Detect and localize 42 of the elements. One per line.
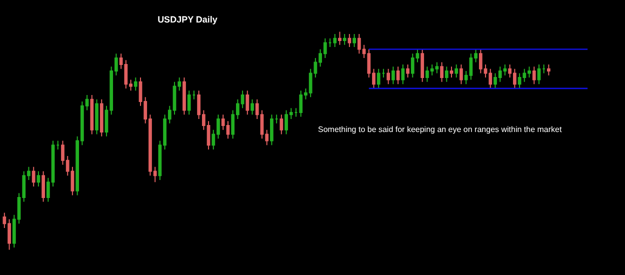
candlestick (450, 66, 454, 78)
candlestick (537, 64, 541, 85)
chart-title: USDJPY Daily (158, 14, 218, 24)
candlestick (342, 33, 346, 46)
candlestick (401, 64, 405, 85)
candlestick (406, 64, 410, 78)
candlestick (420, 48, 424, 82)
candlestick (274, 114, 278, 124)
candlestick (90, 94, 94, 135)
candlestick (547, 64, 550, 76)
candlestick (386, 68, 390, 85)
candlestick (348, 33, 352, 48)
candlestick (294, 108, 298, 118)
candlestick (376, 68, 380, 89)
candlestick (333, 33, 337, 48)
candlestick (134, 77, 138, 92)
candlestick (36, 170, 40, 188)
candlestick (100, 98, 104, 137)
candlestick (532, 66, 536, 85)
candlestick (270, 114, 274, 146)
candlestick (182, 77, 186, 116)
candlestick (396, 66, 400, 85)
candlestick (280, 114, 284, 135)
candlestick (32, 166, 36, 188)
candlestick (444, 66, 448, 82)
candlestick (95, 98, 98, 135)
candlestick (542, 64, 546, 74)
candlestick (250, 98, 254, 116)
candlestick (187, 90, 191, 116)
candlestick (192, 90, 196, 100)
annotation: Something to be said for keeping an eye on ranges within the market (318, 125, 562, 134)
candlestick (328, 38, 332, 48)
candlestick (42, 170, 45, 202)
candlestick (382, 68, 386, 78)
candlestick (338, 31, 342, 46)
candlestick (454, 64, 458, 78)
candlestick (56, 140, 60, 150)
candlestick (246, 90, 250, 116)
candlestick (460, 64, 463, 85)
candlestick (392, 66, 395, 85)
candlestick (352, 33, 356, 48)
candlestick (440, 62, 444, 82)
